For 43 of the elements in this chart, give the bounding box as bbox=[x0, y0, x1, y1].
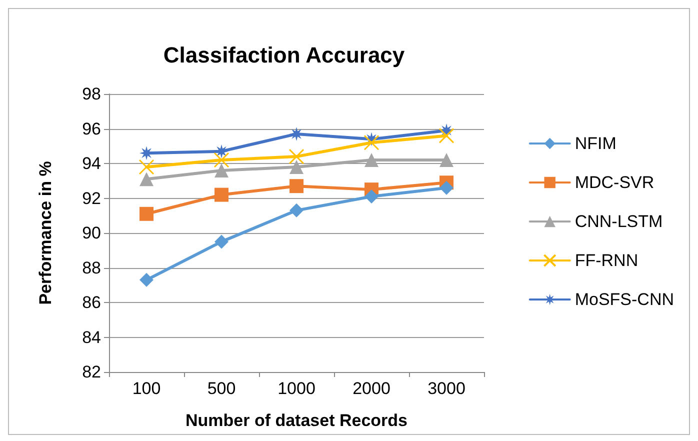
point bbox=[440, 153, 454, 168]
point bbox=[140, 172, 154, 186]
y-tick-label: 98 bbox=[82, 84, 101, 104]
y-tick-label: 90 bbox=[82, 224, 101, 242]
legend-label: MoSFS-CNN bbox=[574, 290, 674, 309]
x-tick-label: 100 bbox=[132, 379, 161, 398]
y-tick-label: 82 bbox=[82, 362, 101, 382]
point bbox=[290, 203, 304, 218]
y-tick-label: 96 bbox=[82, 119, 101, 138]
y-tick-label: 88 bbox=[82, 258, 101, 278]
legend-label: FF-RNN bbox=[574, 251, 638, 270]
x-axis-title: Number of dataset Records bbox=[186, 411, 408, 430]
point bbox=[290, 126, 304, 141]
point bbox=[138, 159, 154, 175]
point bbox=[140, 206, 154, 221]
point bbox=[364, 190, 378, 204]
y-tick-label: 92 bbox=[82, 188, 101, 208]
y-tick-label: 84 bbox=[82, 328, 101, 347]
point bbox=[440, 180, 454, 195]
point bbox=[364, 134, 380, 150]
legend-label: NFIM bbox=[574, 134, 616, 153]
point bbox=[214, 188, 228, 202]
point bbox=[214, 234, 228, 249]
point bbox=[214, 152, 230, 168]
point bbox=[288, 148, 304, 164]
point bbox=[438, 128, 454, 144]
legend-label: MDC-SVR bbox=[574, 173, 654, 192]
x-tick-label: 2000 bbox=[352, 379, 390, 398]
x-tick-label: 500 bbox=[207, 379, 236, 398]
x-tick-label: 3000 bbox=[428, 379, 466, 398]
chart-title: Classifaction Accuracy bbox=[163, 42, 406, 68]
point bbox=[140, 146, 154, 160]
x-tick-label: 1000 bbox=[278, 379, 316, 398]
point bbox=[364, 153, 378, 168]
legend-label: CNN-LSTM bbox=[574, 212, 663, 231]
point bbox=[214, 163, 228, 178]
y-tick-label: 86 bbox=[82, 293, 101, 312]
point bbox=[290, 160, 304, 174]
point bbox=[140, 272, 154, 287]
y-tick-label: 94 bbox=[82, 154, 101, 173]
point bbox=[290, 179, 304, 194]
y-axis-title: Performance in % bbox=[36, 161, 55, 305]
point bbox=[214, 144, 228, 158]
